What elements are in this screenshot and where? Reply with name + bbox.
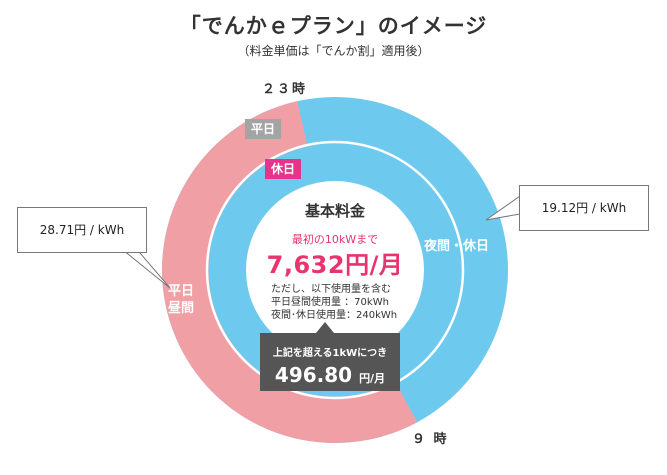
- first-block-label: 最初の10kWまで: [291, 233, 379, 246]
- base-fee-block: 基本料金: [225, 200, 445, 221]
- weekday-tag: 平日: [245, 119, 282, 139]
- weekday-daytime-label-line2: 昼間: [167, 301, 194, 316]
- base-price-wrap: 7,632円/月: [225, 245, 445, 280]
- included-usage-notes: ただし、以下使用量を含む 平日昼間使用量 ：70kWh 夜間･休日使用量：240…: [271, 283, 397, 322]
- center-disc: [246, 181, 424, 359]
- night-price-callout: 19.12円 / kWh: [519, 185, 649, 231]
- note-line: 夜間･休日使用量：240kWh: [271, 310, 398, 321]
- weekday-price-callout: 28.71円 / kWh: [17, 207, 147, 253]
- hour-9-label: ９ 時: [412, 432, 449, 447]
- page-subtitle: （料金単価は「でんか割」適用後）: [237, 44, 430, 58]
- note-line: 平日昼間使用量 ：70kWh: [271, 297, 389, 308]
- base-fee-title: 基本料金: [304, 202, 365, 220]
- first-block-label-wrap: 最初の10kWまで: [225, 231, 445, 247]
- note-line: ただし、以下使用量を含む: [271, 284, 391, 295]
- night-holiday-label: 夜間・休日: [424, 239, 490, 254]
- over-usage-label: 上記を超える1kWにつき: [272, 348, 388, 359]
- weekday-daytime-label-line1: 平日: [167, 284, 194, 299]
- holiday-tag: 休日: [265, 159, 302, 179]
- base-fee-price: 7,632円/月: [266, 251, 404, 279]
- over-usage-price: 496.80: [274, 363, 353, 387]
- hour-23-label: ２３時: [262, 82, 308, 97]
- weekday-daytime-label: 平日 昼間: [166, 283, 196, 317]
- page-title: 「でんかｅプラン」のイメージ: [179, 14, 488, 38]
- over-usage-price-row: 496.80 円/月: [260, 363, 400, 387]
- over-usage-unit: 円/月: [359, 372, 386, 385]
- over-box-tail: [316, 322, 334, 333]
- over-usage-box: 上記を超える1kWにつき 496.80 円/月: [260, 333, 400, 391]
- ring-separator: [205, 140, 465, 400]
